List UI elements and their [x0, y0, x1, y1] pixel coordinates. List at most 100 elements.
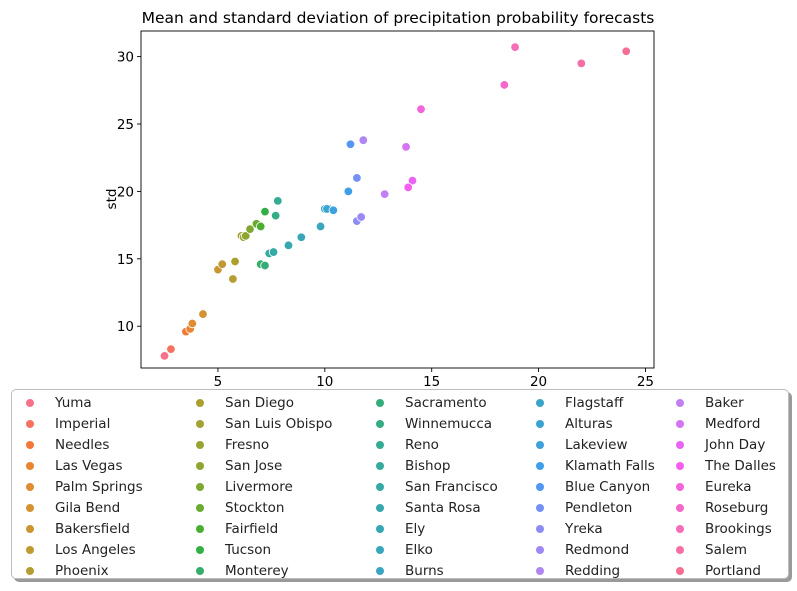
legend-label: Palm Springs [55, 478, 143, 495]
legend-marker [536, 419, 544, 428]
x-tick-label: 25 [637, 374, 654, 390]
legend-entry: Blue Canyon [522, 476, 650, 497]
legend-label: Imperial [55, 415, 111, 432]
legend-label: Bakersfield [55, 520, 130, 537]
x-tick-label: 10 [316, 374, 333, 390]
data-point [621, 46, 631, 56]
legend-marker [376, 545, 384, 554]
legend-label: Phoenix [55, 562, 109, 579]
legend-marker [376, 419, 384, 428]
legend-marker [376, 482, 384, 491]
legend-entry: The Dalles [662, 455, 776, 476]
data-point [345, 139, 356, 149]
legend-marker [26, 545, 34, 554]
legend-label: Stockton [225, 499, 285, 516]
legend-marker [26, 503, 34, 512]
legend-entry: Imperial [12, 413, 110, 434]
legend-label: Yreka [565, 520, 603, 537]
legend-marker [536, 461, 544, 470]
legend-marker [376, 524, 384, 533]
legend-label: Eureka [705, 478, 752, 495]
legend-label: Ely [405, 520, 426, 537]
y-axis: 10 15 20 25 30 [117, 50, 141, 335]
legend-entry: San Jose [182, 455, 282, 476]
legend-marker [196, 503, 204, 512]
legend-marker [196, 524, 204, 533]
data-point [358, 135, 369, 145]
legend-entry: John Day [662, 434, 765, 455]
y-tick-label: 20 [117, 184, 134, 200]
data-point [416, 104, 426, 114]
legend-entry: Bishop [362, 455, 450, 476]
legend-entry: San Luis Obispo [182, 413, 332, 434]
x-tick-label: 20 [530, 374, 547, 390]
legend-marker [676, 503, 684, 512]
data-point [270, 210, 281, 221]
legend-entry: Medford [662, 413, 760, 434]
legend-entry: Redmond [522, 539, 629, 560]
data-point [159, 351, 170, 361]
legend-marker [536, 524, 544, 533]
legend-marker [676, 461, 684, 470]
legend-label: Burns [405, 562, 444, 579]
data-point [187, 318, 198, 329]
data-point [260, 260, 270, 271]
legend-entry: Sacramento [362, 392, 487, 413]
legend-marker [536, 440, 544, 449]
x-tick-label: 5 [214, 374, 223, 390]
legend-entry: Roseburg [662, 497, 768, 518]
legend-label: Los Angeles [55, 541, 136, 558]
legend-label: Medford [705, 415, 761, 432]
legend-marker [196, 419, 204, 428]
legend-label: Monterey [225, 562, 289, 579]
legend-marker [376, 440, 384, 449]
data-point [296, 232, 307, 242]
legend-label: Salem [705, 541, 748, 558]
legend-label: Pendleton [565, 499, 633, 516]
legend-marker [376, 398, 384, 407]
x-axis: 5 10 15 20 25 [214, 368, 654, 390]
data-points [159, 42, 631, 361]
legend-label: Needles [55, 436, 110, 453]
legend-entry: Yuma [12, 392, 92, 413]
legend-marker [676, 524, 684, 533]
legend-label: Roseburg [705, 499, 769, 516]
legend-marker [536, 398, 544, 407]
legend-entry: Ely [362, 518, 425, 539]
legend-entry: Brookings [662, 518, 772, 539]
legend-entry: Los Angeles [12, 539, 136, 560]
legend-label: Tucson [225, 541, 272, 558]
legend-marker [196, 461, 204, 470]
legend-label: Yuma [55, 394, 92, 411]
x-tick-label: 15 [423, 374, 440, 390]
legend-marker [676, 440, 684, 449]
legend-entry: Yreka [522, 518, 603, 539]
legend-marker [376, 503, 384, 512]
legend-entry: Portland [662, 560, 761, 581]
legend-entry: San Francisco [362, 476, 498, 497]
legend-marker [196, 398, 204, 407]
legend-marker [676, 398, 684, 407]
legend-label: San Diego [225, 394, 294, 411]
legend-label: Bishop [405, 457, 451, 474]
legend-label: San Luis Obispo [225, 415, 333, 432]
legend-marker [26, 566, 34, 575]
data-point [245, 224, 255, 234]
legend-entry: Lakeview [522, 434, 628, 455]
y-tick-label: 30 [117, 50, 134, 66]
data-point [166, 344, 176, 354]
legend-entry: Winnemucca [362, 413, 492, 434]
data-point [217, 259, 227, 269]
legend-marker [536, 503, 544, 512]
data-point [356, 212, 366, 222]
data-point [260, 206, 270, 217]
legend-label: Sacramento [405, 394, 487, 411]
legend-entry: Phoenix [12, 560, 109, 581]
data-point [198, 309, 208, 319]
legend-marker [196, 440, 204, 449]
legend-marker [26, 419, 34, 428]
legend-entry: San Diego [182, 392, 294, 413]
data-point [379, 189, 390, 199]
legend-marker [676, 566, 684, 575]
legend-entry: Santa Rosa [362, 497, 481, 518]
